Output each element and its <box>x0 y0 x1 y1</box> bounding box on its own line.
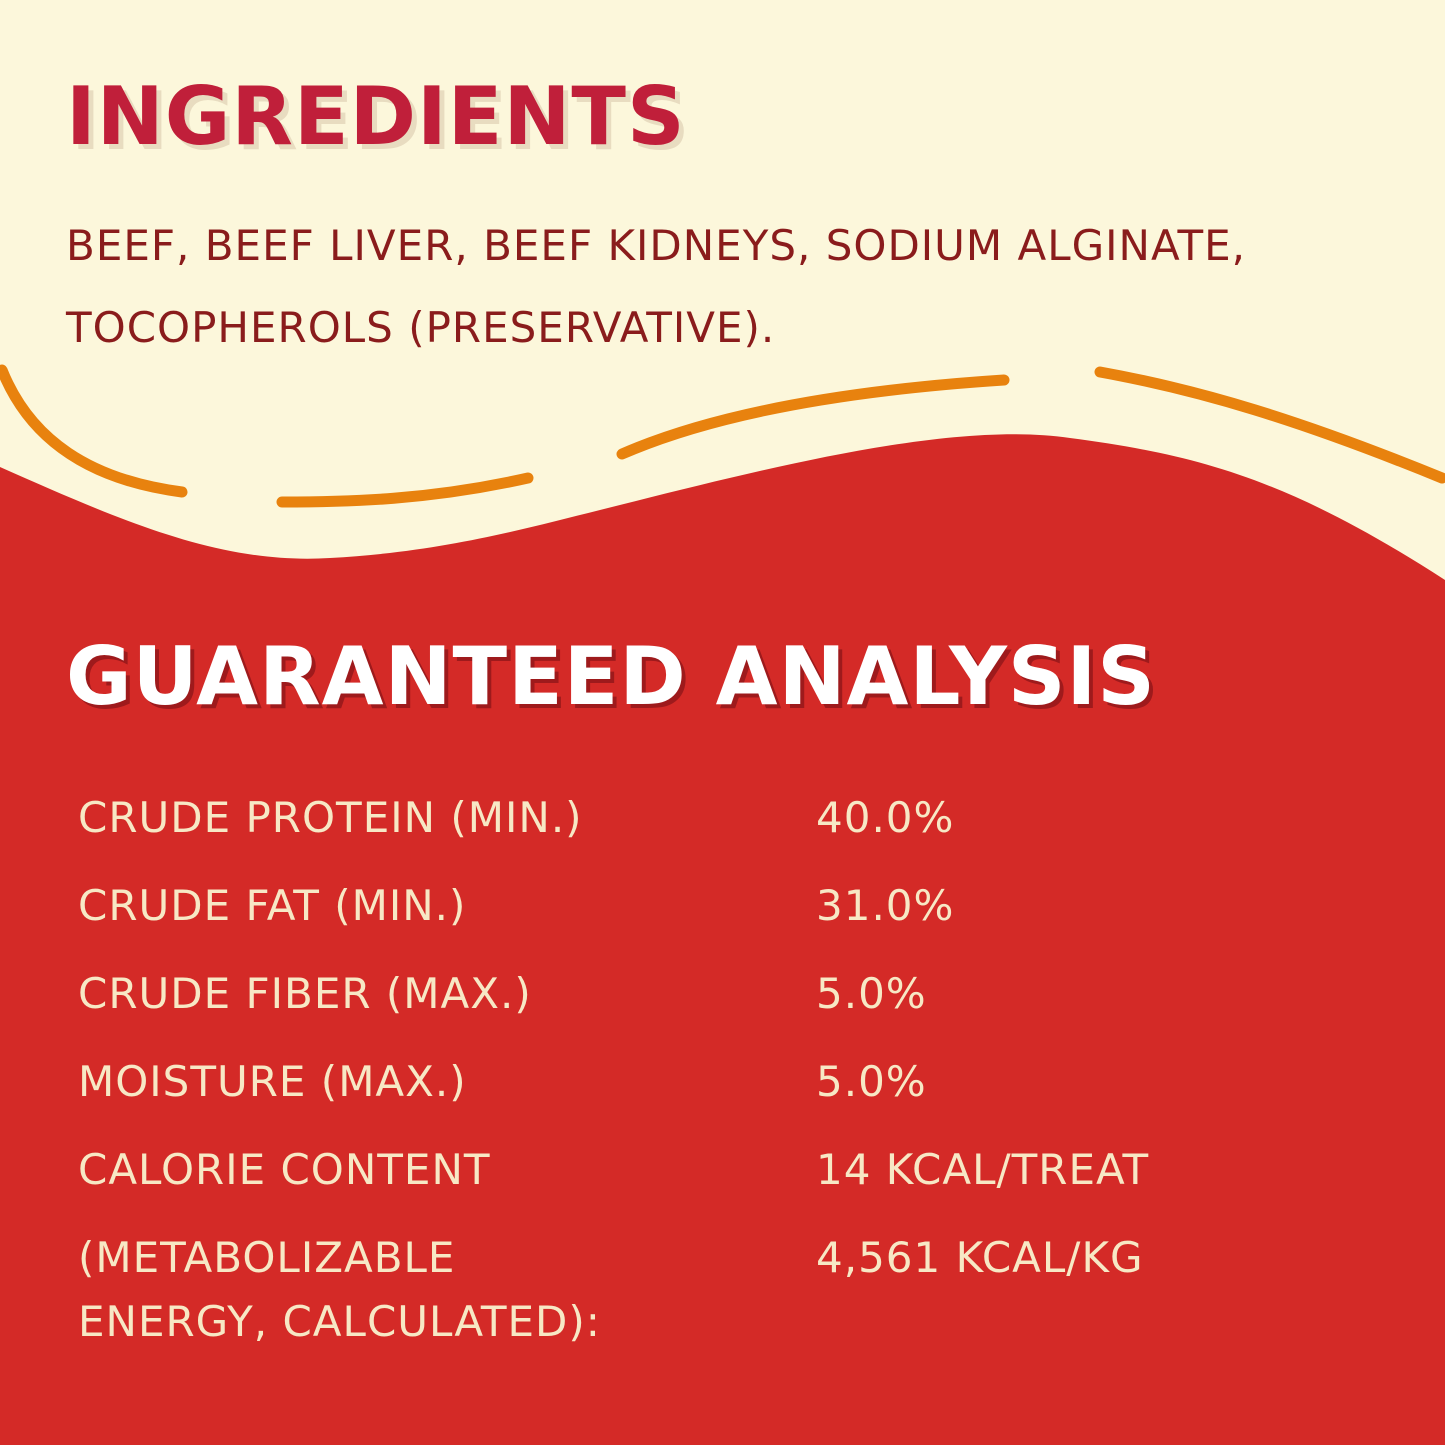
analysis-value: 4,561 KCAL/KG <box>816 1233 1144 1282</box>
ingredients-text: BEEF, BEEF LIVER, BEEF KIDNEYS, SODIUM A… <box>66 221 1246 352</box>
analysis-label: CRUDE PROTEIN (MIN.) <box>78 793 583 842</box>
orange-stroke <box>1094 366 1445 484</box>
ingredients-title: INGREDIENTS <box>66 70 686 163</box>
analysis-label: (METABOLIZABLE ENERGY, CALCULATED): <box>78 1233 601 1346</box>
orange-stroke <box>616 374 1010 460</box>
analysis-label: MOISTURE (MAX.) <box>78 1057 467 1106</box>
analysis-value: 40.0% <box>816 793 955 842</box>
orange-stroke <box>276 472 534 508</box>
analysis-value: 14 KCAL/TREAT <box>816 1145 1150 1194</box>
red-panel <box>0 434 1445 1445</box>
analysis-value: 5.0% <box>816 969 927 1018</box>
analysis-title: GUARANTEED ANALYSIS <box>66 630 1156 723</box>
analysis-label: CALORIE CONTENT <box>78 1145 491 1194</box>
analysis-value: 31.0% <box>816 881 955 930</box>
orange-stroke <box>0 364 188 498</box>
analysis-value: 5.0% <box>816 1057 927 1106</box>
analysis-label: CRUDE FIBER (MAX.) <box>78 969 532 1018</box>
analysis-label: CRUDE FAT (MIN.) <box>78 881 467 930</box>
